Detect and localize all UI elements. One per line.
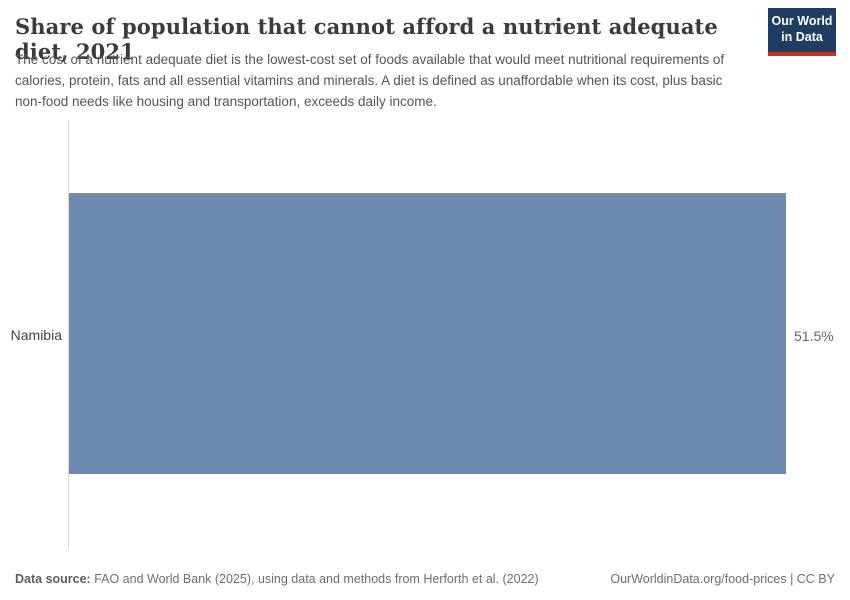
data-source-text: FAO and World Bank (2025), using data an… (90, 572, 539, 586)
chart-footer: Data source: FAO and World Bank (2025), … (15, 572, 835, 586)
category-label-namibia: Namibia (10, 327, 62, 343)
owid-logo-line2: in Data (781, 30, 823, 44)
value-label-namibia: 51.5% (794, 328, 834, 344)
owid-logo-line1: Our World (771, 14, 833, 29)
chart-title: Share of population that cannot afford a… (15, 14, 718, 64)
footer-link[interactable]: OurWorldinData.org/food-prices | CC BY (610, 572, 835, 586)
data-source: Data source: FAO and World Bank (2025), … (15, 572, 539, 586)
chart-subtitle: The cost of a nutrient adequate diet is … (15, 52, 725, 109)
data-source-label: Data source: (15, 572, 91, 586)
y-axis-line (68, 120, 69, 550)
owid-logo[interactable]: Our World in Data (768, 8, 836, 56)
bar-namibia[interactable] (69, 193, 786, 474)
